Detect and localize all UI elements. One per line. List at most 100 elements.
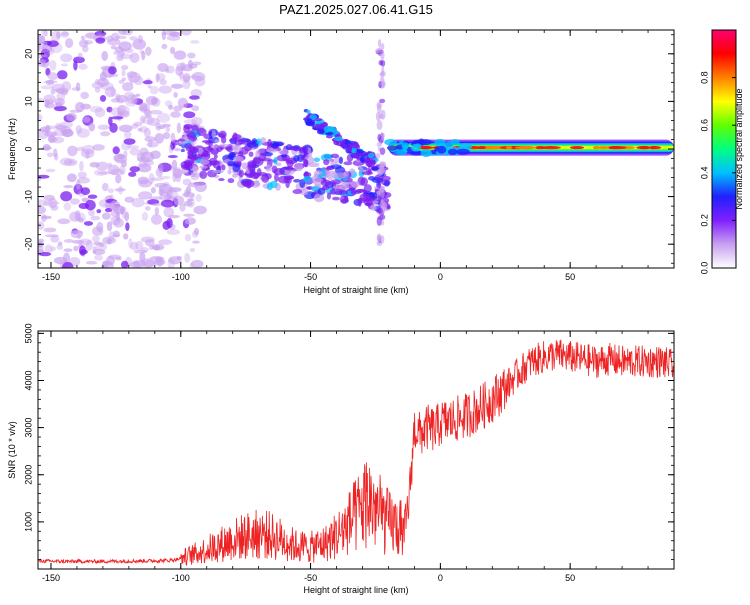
noise-blob xyxy=(184,233,192,242)
noise-blob xyxy=(126,145,140,149)
noise-blob xyxy=(131,94,137,105)
noise-blob xyxy=(56,243,64,250)
noise-blob xyxy=(126,93,139,104)
noise-blob xyxy=(182,178,192,186)
band-blob xyxy=(201,150,211,158)
noise-blob xyxy=(138,160,148,168)
band-blob xyxy=(383,180,390,187)
noise-blob xyxy=(117,105,130,117)
noise-blob xyxy=(53,152,59,161)
noise-blob xyxy=(129,52,140,63)
band-blob xyxy=(242,179,255,188)
band-blob xyxy=(293,178,301,183)
noise-blob xyxy=(53,256,68,265)
band-blob xyxy=(267,138,272,148)
noise-blob xyxy=(157,62,169,72)
noise-blob xyxy=(131,197,145,208)
snr-panel: -150 -100 -50 0 50 1000 2000 3000 4000 5000 Heigh… xyxy=(7,323,675,595)
band-blob xyxy=(232,163,241,173)
noise-blob xyxy=(179,75,191,82)
y-tick-label: 2000 xyxy=(23,465,33,485)
band-blob xyxy=(184,143,193,149)
strong-band-wiggle xyxy=(434,138,446,147)
strong-band-wiggle xyxy=(419,139,432,146)
band-blob xyxy=(211,170,224,174)
band-blob xyxy=(317,187,326,195)
band-blob xyxy=(200,159,210,166)
noise-blob xyxy=(168,104,174,110)
noise-blob xyxy=(123,233,129,240)
strong-band-peak xyxy=(598,145,610,150)
vertical-streak-blob xyxy=(377,195,382,201)
noise-blob xyxy=(72,239,85,244)
noise-blob xyxy=(147,139,153,148)
noise-blob xyxy=(171,159,178,171)
vertical-streak-blob xyxy=(376,120,383,131)
noise-blob xyxy=(104,86,117,98)
noise-blob xyxy=(182,72,191,83)
streak-blob xyxy=(307,118,313,125)
strong-band-peak xyxy=(592,145,601,150)
noise-blob xyxy=(80,35,86,40)
noise-blob xyxy=(90,215,101,221)
noise-blob xyxy=(97,77,109,87)
noise-blob xyxy=(60,31,70,38)
band-blob xyxy=(283,168,295,176)
noise-blob xyxy=(173,92,178,98)
noise-blob xyxy=(161,43,168,50)
snr-frame xyxy=(37,330,675,570)
band-blob xyxy=(329,179,342,185)
y-tick-label: 1000 xyxy=(23,512,33,532)
noise-blob xyxy=(168,144,174,154)
band-blob xyxy=(183,159,195,165)
band-blob xyxy=(180,168,189,175)
noise-blob xyxy=(166,35,181,41)
snr-series-line xyxy=(38,339,674,566)
noise-blob xyxy=(44,131,58,137)
noise-blob xyxy=(142,116,154,125)
noise-blob xyxy=(65,37,74,49)
noise-blob xyxy=(81,144,95,155)
noise-blob xyxy=(85,260,98,265)
noise-blob xyxy=(113,217,124,228)
noise-blob xyxy=(176,122,181,134)
noise-blob xyxy=(63,248,73,252)
noise-blob xyxy=(144,114,153,119)
noise-blob xyxy=(138,103,151,112)
noise-blob xyxy=(96,209,102,214)
strong-band-wiggle xyxy=(384,138,398,146)
noise-blob xyxy=(50,246,57,252)
band-blob xyxy=(303,175,312,184)
vertical-streak-blob xyxy=(376,171,383,177)
noise-blob xyxy=(67,145,78,157)
noise-blob xyxy=(63,185,74,189)
band-blob xyxy=(358,170,365,178)
streak-blob xyxy=(309,114,317,120)
band-blob xyxy=(218,143,230,148)
noise-blob xyxy=(121,64,129,70)
vertical-streak-blob xyxy=(380,60,386,67)
noise-blob xyxy=(183,111,196,119)
noise-blob xyxy=(71,87,81,91)
noise-blob xyxy=(38,199,49,207)
vertical-streak-blob xyxy=(379,98,386,104)
band-blob xyxy=(325,170,337,175)
noise-blob xyxy=(146,141,159,148)
noise-blob xyxy=(54,105,67,112)
noise-blob xyxy=(166,229,180,235)
band-blob xyxy=(233,155,244,162)
noise-blob xyxy=(148,173,155,185)
noise-blob xyxy=(114,46,124,54)
band-blob xyxy=(359,193,371,202)
strong-band-wiggle xyxy=(437,145,447,154)
noise-blob xyxy=(104,208,113,213)
noise-blob xyxy=(137,156,151,163)
noise-blob xyxy=(149,85,159,95)
noise-blob xyxy=(123,138,136,145)
noise-blob xyxy=(114,35,127,40)
noise-blob xyxy=(183,119,197,125)
strong-band-wiggle xyxy=(401,144,409,150)
noise-blob xyxy=(107,164,120,176)
y-tick-label: 4000 xyxy=(23,370,33,390)
